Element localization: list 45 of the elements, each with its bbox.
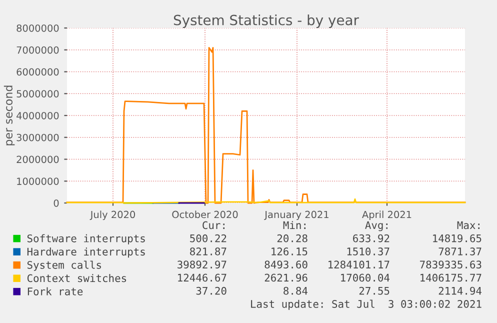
- text: Cur:: [202, 221, 224, 230]
- text: 1284101.17: [328, 260, 390, 269]
- text: 8.84: [284, 286, 308, 295]
- y-tick-label: 0: [54, 199, 59, 207]
- x-tick-label: October 2020: [172, 210, 238, 218]
- y-tick-label: 5000000: [16, 90, 59, 98]
- text: 12446.67: [178, 274, 226, 282]
- text: 20.28: [277, 234, 308, 242]
- text: 821.87: [190, 248, 226, 256]
- y-axis-title: per second: [4, 86, 15, 146]
- text: 7839335.63: [420, 260, 482, 269]
- text: Max:: [457, 221, 480, 230]
- text: 7871.37: [438, 248, 482, 256]
- text: Min:: [283, 221, 306, 229]
- x-tick-label: July 2020: [90, 210, 136, 220]
- text: Avg:: [365, 221, 388, 232]
- y-tick-label: 1000000: [17, 178, 59, 185]
- legend-label: Hardware interrupts: [27, 248, 145, 258]
- y-tick-label: 7000000: [16, 46, 59, 54]
- text: 633.92: [353, 234, 390, 242]
- y-tick-label: 2000000: [16, 156, 59, 164]
- legend-label: System calls: [27, 260, 101, 271]
- text: 8493.60: [264, 260, 308, 269]
- text: 37.20: [196, 286, 226, 295]
- text: 14819.65: [433, 234, 482, 242]
- text: Last update: Sat Jul 3 03:00:02 2021: [251, 300, 482, 310]
- text: 1406175.77: [420, 274, 482, 282]
- text: 27.55: [359, 286, 390, 295]
- text: 1510.37: [347, 248, 390, 256]
- text: 500.22: [190, 234, 226, 242]
- legend-label: Software interrupts: [27, 234, 145, 244]
- text: 39892.97: [178, 260, 226, 269]
- y-tick-label: 4000000: [16, 112, 59, 120]
- legend-label: Fork rate: [28, 287, 83, 296]
- text: 17060.04: [341, 274, 390, 282]
- text: 2621.96: [264, 274, 308, 282]
- x-tick-label: January 2021: [264, 210, 328, 220]
- x-tick-label: April 2021: [362, 210, 412, 220]
- y-tick-label: 6000000: [16, 68, 59, 76]
- y-tick-label: 8000000: [16, 24, 59, 32]
- text: 2114.94: [438, 286, 482, 295]
- legend-label: Context switches: [27, 274, 126, 282]
- chart-title: System Statistics - by year: [174, 14, 359, 28]
- y-tick-label: 3000000: [16, 134, 59, 142]
- text: 126.15: [272, 248, 308, 256]
